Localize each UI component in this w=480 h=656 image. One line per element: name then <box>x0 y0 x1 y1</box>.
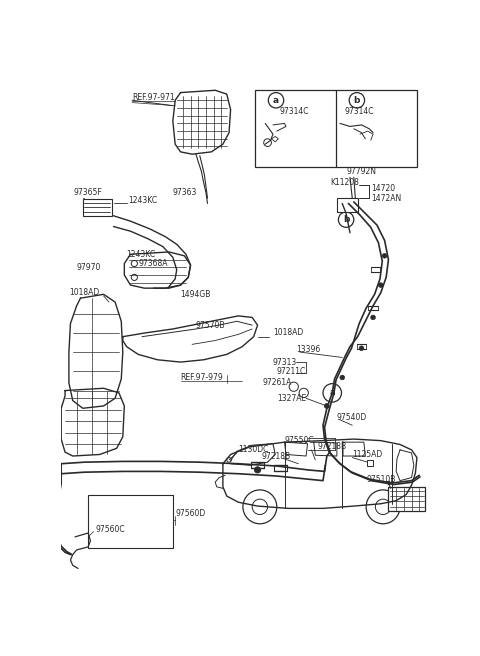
Text: 97970: 97970 <box>77 263 101 272</box>
Bar <box>255 91 417 167</box>
Text: 97560D: 97560D <box>175 509 205 518</box>
Bar <box>83 199 112 216</box>
Circle shape <box>324 403 329 408</box>
Circle shape <box>254 467 261 473</box>
Circle shape <box>340 375 345 380</box>
Circle shape <box>382 253 387 258</box>
Text: 1130DC: 1130DC <box>238 445 269 455</box>
Text: 1125AD: 1125AD <box>352 450 383 459</box>
Text: 97570B: 97570B <box>196 321 226 329</box>
Text: 97510B: 97510B <box>366 475 396 483</box>
Text: a: a <box>273 96 279 105</box>
Text: 97314C: 97314C <box>345 106 374 115</box>
Text: 97218B: 97218B <box>318 442 347 451</box>
Text: b: b <box>343 215 349 224</box>
Bar <box>337 198 359 212</box>
Text: 97363: 97363 <box>173 188 197 197</box>
Text: 1243KC: 1243KC <box>127 250 156 258</box>
Circle shape <box>378 283 383 287</box>
Text: 97218B: 97218B <box>262 451 290 461</box>
Text: 97550C: 97550C <box>285 436 314 445</box>
Text: 1018AD: 1018AD <box>273 328 303 337</box>
Text: 97314C: 97314C <box>279 106 309 115</box>
Circle shape <box>371 315 375 319</box>
Bar <box>388 487 425 512</box>
Text: 1472AN: 1472AN <box>371 194 401 203</box>
Text: 97560C: 97560C <box>96 525 125 534</box>
Text: a: a <box>329 388 335 398</box>
Text: 97313: 97313 <box>273 358 297 367</box>
Text: 1327AE: 1327AE <box>277 394 306 403</box>
Text: 1018AD: 1018AD <box>69 288 99 297</box>
Circle shape <box>359 346 364 350</box>
Text: K11208: K11208 <box>331 178 360 187</box>
Text: 97792N: 97792N <box>346 167 376 176</box>
Text: b: b <box>354 96 360 105</box>
Text: 97368A: 97368A <box>138 259 168 268</box>
Text: REF.97-979: REF.97-979 <box>180 373 223 382</box>
Bar <box>88 495 173 548</box>
Text: REF.97-971: REF.97-971 <box>132 93 175 102</box>
Text: 97261A: 97261A <box>263 379 292 388</box>
Text: 14720: 14720 <box>371 184 395 194</box>
Text: 1243KC: 1243KC <box>128 196 157 205</box>
Bar <box>367 460 373 466</box>
Text: 97365F: 97365F <box>73 188 102 197</box>
Text: 1494GB: 1494GB <box>180 290 211 299</box>
Text: 97540D: 97540D <box>337 413 367 422</box>
Text: 13396: 13396 <box>296 345 320 354</box>
Text: 97211C: 97211C <box>277 367 306 376</box>
